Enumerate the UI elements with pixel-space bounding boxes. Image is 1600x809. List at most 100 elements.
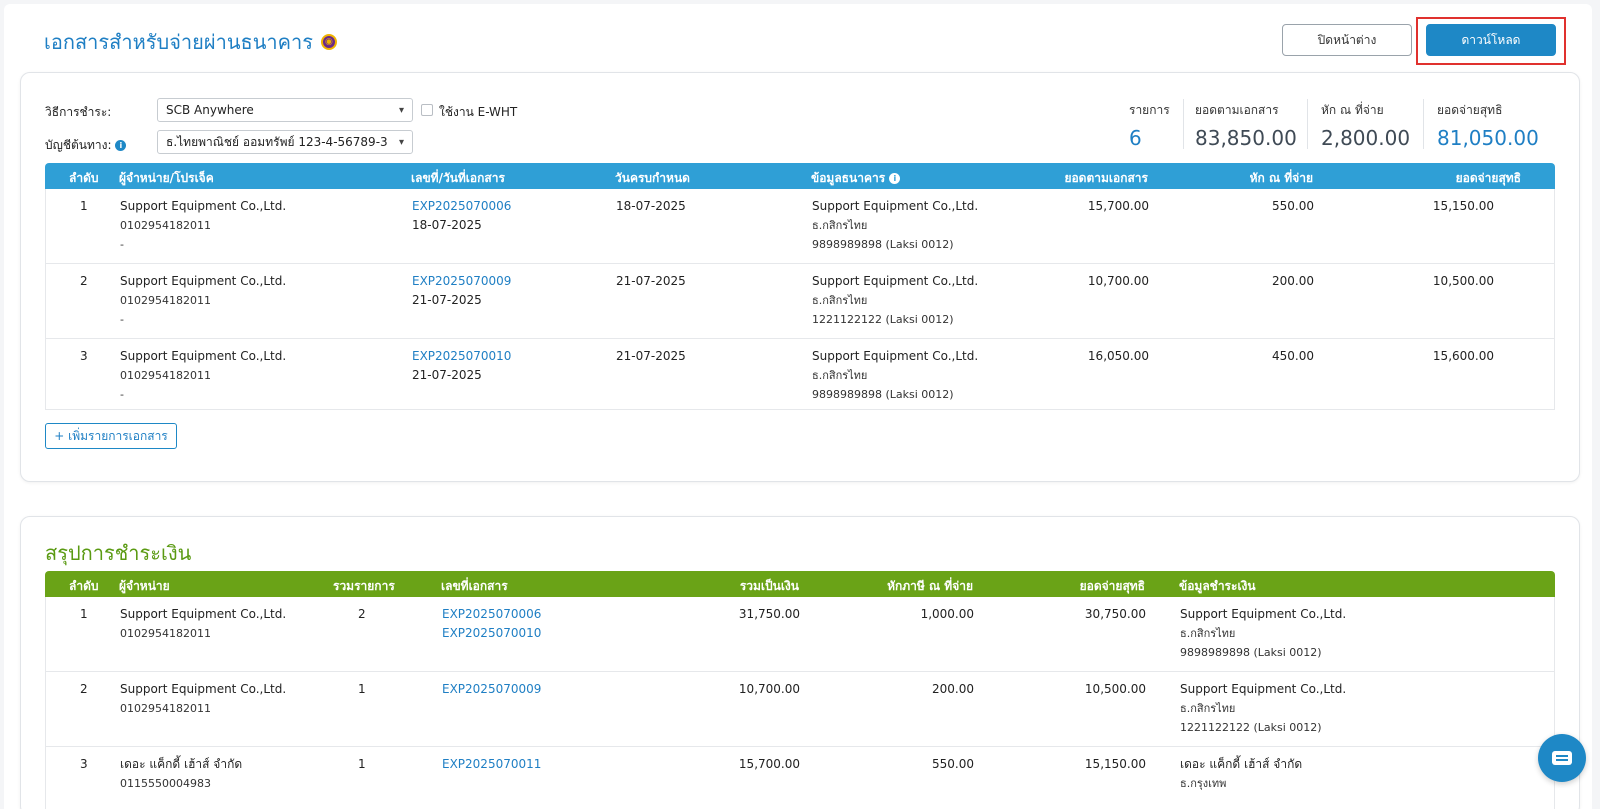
row-no: 1 xyxy=(80,199,88,213)
doc-cell: EXP2025070009 21-07-2025 xyxy=(412,272,511,310)
col-total: รวมเป็นเงิน xyxy=(739,579,799,593)
doc-link[interactable]: EXP2025070009 xyxy=(442,682,542,696)
amount: 10,700.00 xyxy=(1087,274,1149,288)
chevron-down-icon: ▾ xyxy=(398,136,404,148)
doc-date: 21-07-2025 xyxy=(412,293,482,307)
amount: 16,050.00 xyxy=(1087,349,1149,363)
download-highlight xyxy=(1416,17,1566,65)
row-no: 1 xyxy=(80,607,88,621)
due-date: 21-07-2025 xyxy=(616,274,686,288)
payee-name: Support Equipment Co.,Ltd. xyxy=(1180,682,1347,696)
stat-wht-value: 2,800.00 xyxy=(1321,126,1411,150)
table-row: 2 Support Equipment Co.,Ltd. 01029541820… xyxy=(45,264,1555,339)
col-net: ยอดจ่ายสุทธิ xyxy=(1079,579,1145,593)
bank-cell: Support Equipment Co.,Ltd. ธ.กสิกรไทย 12… xyxy=(812,272,978,329)
amount: 15,700.00 xyxy=(1087,199,1149,213)
vendor-project: - xyxy=(120,238,124,251)
bank-account-name: Support Equipment Co.,Ltd. xyxy=(812,199,979,213)
bank-cell: Support Equipment Co.,Ltd. ธ.กสิกรไทย 98… xyxy=(812,347,978,404)
vendor-project: - xyxy=(120,313,124,326)
page-title-text: เอกสารสำหรับจ่ายผ่านธนาคาร xyxy=(44,30,313,54)
doc-link[interactable]: EXP2025070011 xyxy=(442,757,542,771)
col-vendor: ผู้จำหน่าย/โปรเจ็ค xyxy=(119,171,214,185)
download-button[interactable]: ดาวน์โหลด xyxy=(1426,24,1556,56)
divider xyxy=(1307,99,1308,149)
payment-method-value: SCB Anywhere xyxy=(166,103,254,117)
vendor-name: Support Equipment Co.,Ltd. xyxy=(120,349,287,363)
source-account-value: ธ.ไทยพาณิชย์ ออมทรัพย์ 123-4-56789-3 xyxy=(166,134,388,149)
col-vendor: ผู้จำหน่าย xyxy=(119,579,170,593)
doc-date: 21-07-2025 xyxy=(412,368,482,382)
col-amount: ยอดตามเอกสาร xyxy=(1064,171,1148,185)
add-document-button[interactable]: + เพิ่มรายการเอกสาร xyxy=(45,423,177,449)
col-net: ยอดจ่ายสุทธิ xyxy=(1455,171,1521,185)
col-bank-text: ข้อมูลธนาคาร xyxy=(811,171,886,185)
total: 15,700.00 xyxy=(738,757,800,771)
summary-table-header: ลำดับ ผู้จำหน่าย รวมรายการ เลขที่เอกสาร … xyxy=(45,571,1555,597)
summary-title: สรุปการชำระเงิน xyxy=(45,541,192,565)
col-count: รวมรายการ xyxy=(333,579,395,593)
vendor-cell: Support Equipment Co.,Ltd. 0102954182011… xyxy=(120,272,286,329)
summary-table: ลำดับ ผู้จำหน่าย รวมรายการ เลขที่เอกสาร … xyxy=(45,571,1555,809)
stat-net: ยอดจ่ายสุทธิ 81,050.00 xyxy=(1437,101,1539,150)
stat-doc-amount-label: ยอดตามเอกสาร xyxy=(1195,103,1279,117)
wht: 550.00 xyxy=(1272,199,1314,213)
page: เอกสารสำหรับจ่ายผ่านธนาคาร ◉ ปิดหน้าต่าง… xyxy=(4,4,1592,809)
vendor-tax-id: 0102954182011 xyxy=(120,219,211,232)
item-count: 2 xyxy=(358,607,366,621)
info-icon[interactable]: i xyxy=(889,173,901,184)
vendor-tax-id: 0102954182011 xyxy=(120,294,211,307)
vendor-cell: Support Equipment Co.,Ltd. 0102954182011… xyxy=(120,197,286,254)
vendor-name: เดอะ แค็กดี้ เฮ้าส์ จำกัด xyxy=(120,757,243,771)
net: 10,500.00 xyxy=(1432,274,1494,288)
col-wht: หักภาษี ณ ที่จ่าย xyxy=(887,579,973,593)
wht: 200.00 xyxy=(932,682,974,696)
table-row: 3 Support Equipment Co.,Ltd. 01029541820… xyxy=(45,339,1555,410)
vendor-tax-id: 0102954182011 xyxy=(120,369,211,382)
payee-bank: ธ.กสิกรไทย xyxy=(1180,702,1236,715)
net: 15,600.00 xyxy=(1432,349,1494,363)
close-window-button[interactable]: ปิดหน้าต่าง xyxy=(1282,24,1412,56)
payee-name: เดอะ แค็กดี้ เฮ้าส์ จำกัด xyxy=(1180,757,1303,771)
doc-cell: EXP2025070006 18-07-2025 xyxy=(412,197,511,235)
chat-button[interactable] xyxy=(1538,734,1586,782)
doc-link[interactable]: EXP2025070006 xyxy=(412,199,512,213)
payee-name: Support Equipment Co.,Ltd. xyxy=(1180,607,1347,621)
row-no: 2 xyxy=(80,274,88,288)
vendor-cell: Support Equipment Co.,Ltd. 0102954182011 xyxy=(120,680,286,718)
docs-cell: EXP2025070009 xyxy=(442,680,541,699)
bank-account-name: Support Equipment Co.,Ltd. xyxy=(812,274,979,288)
wht: 200.00 xyxy=(1272,274,1314,288)
doc-link[interactable]: EXP2025070010 xyxy=(412,349,512,363)
total: 31,750.00 xyxy=(738,607,800,621)
documents-table-header: ลำดับ ผู้จำหน่าย/โปรเจ็ค เลขที่/วันที่เอ… xyxy=(45,163,1555,189)
table-row: 1 Support Equipment Co.,Ltd. 01029541820… xyxy=(45,597,1555,672)
col-doc: เลขที่/วันที่เอกสาร xyxy=(411,171,505,185)
payment-method-select[interactable]: SCB Anywhere ▾ xyxy=(157,98,413,122)
total: 10,700.00 xyxy=(738,682,800,696)
documents-card: วิธีการชำระ: SCB Anywhere ▾ ใช้งาน E-WHT… xyxy=(20,72,1580,482)
net: 15,150.00 xyxy=(1432,199,1494,213)
payee-bank: ธ.กสิกรไทย xyxy=(1180,627,1236,640)
vendor-cell: เดอะ แค็กดี้ เฮ้าส์ จำกัด 0115550004983 xyxy=(120,755,242,793)
col-wht: หัก ณ ที่จ่าย xyxy=(1249,171,1313,185)
info-icon[interactable]: i xyxy=(115,140,127,151)
docs-cell: EXP2025070011 xyxy=(442,755,541,774)
bank-logo-icon: ◉ xyxy=(320,34,337,50)
vendor-tax-id: 0115550004983 xyxy=(120,777,211,790)
bank-name: ธ.กสิกรไทย xyxy=(812,369,868,382)
stat-count-value: 6 xyxy=(1129,126,1142,150)
doc-link[interactable]: EXP2025070006 xyxy=(442,607,542,621)
doc-link[interactable]: EXP2025070009 xyxy=(412,274,512,288)
source-account-select[interactable]: ธ.ไทยพาณิชย์ ออมทรัพย์ 123-4-56789-3 ▾ xyxy=(157,130,413,154)
divider xyxy=(1423,99,1424,149)
col-due: วันครบกำหนด xyxy=(615,171,690,185)
table-row: 1 Support Equipment Co.,Ltd. 01029541820… xyxy=(45,189,1555,264)
bank-name: ธ.กสิกรไทย xyxy=(812,219,868,232)
row-no: 2 xyxy=(80,682,88,696)
ewht-checkbox[interactable] xyxy=(421,104,433,116)
vendor-cell: Support Equipment Co.,Ltd. 0102954182011 xyxy=(120,605,286,643)
doc-link[interactable]: EXP2025070010 xyxy=(442,626,542,640)
doc-date: 18-07-2025 xyxy=(412,218,482,232)
summary-card: สรุปการชำระเงิน ลำดับ ผู้จำหน่าย รวมรายก… xyxy=(20,516,1580,809)
